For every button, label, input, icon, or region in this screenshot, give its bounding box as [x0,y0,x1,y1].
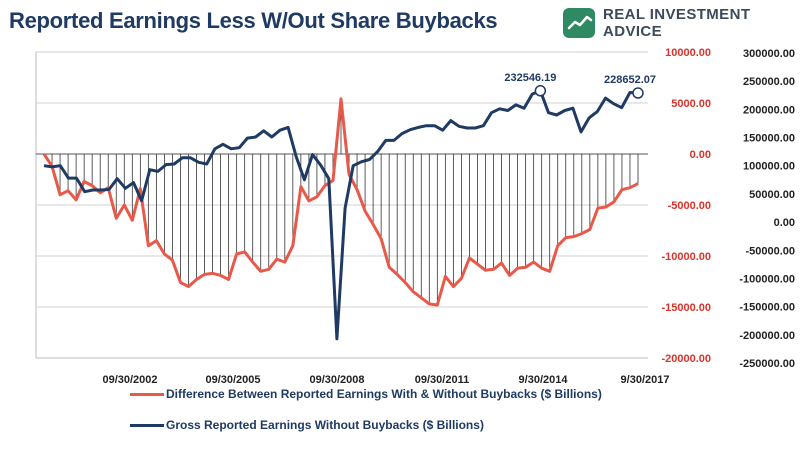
right-axis-tick-label: 50000.00 [749,189,795,201]
legend-label-gross: Gross Reported Earnings Without Buybacks… [166,418,484,432]
left-axis-tick-label: 10000.00 [665,47,711,59]
difference-series-line [42,97,639,307]
axis-ticks: 10000.00 5000.00 0.00 -5000.00 -10000.00 -150… [102,47,795,386]
right-axis-tick-label: -200000.00 [739,330,795,342]
right-axis-tick-label: 0.00 [774,217,795,229]
brand-name: REAL INVESTMENT ADVICE [602,6,751,40]
right-axis-tick-label: -150000.00 [739,302,795,314]
right-axis-tick-label: 250000.00 [743,76,795,88]
legend-swatch-gross [130,423,164,427]
x-axis-tick-label: 9/30/2014 [519,374,569,386]
left-axis-tick-label: 5000.00 [671,98,711,110]
annotation-label: 232546.19 [504,72,556,84]
right-axis-tick-label: 200000.00 [743,104,795,116]
x-axis-tick-label: 09/30/2005 [205,374,260,386]
left-axis-tick-label: -20000.00 [661,353,711,365]
legend-swatch-difference [130,392,164,396]
left-axis-tick-label: -5000.00 [668,200,711,212]
chart-line-icon [563,8,595,38]
right-axis-tick-label: 100000.00 [743,161,795,173]
annotation-label: 228652.07 [604,74,656,86]
left-axis-tick-label: -15000.00 [661,302,711,314]
annotation-marker [534,85,547,97]
x-axis-tick-label: 9/30/2017 [621,374,670,386]
left-axis-tick-label: 0.00 [690,149,711,161]
right-axis-tick-label: -100000.00 [739,273,795,285]
legend-label-difference: Difference Between Reported Earnings Wit… [166,387,602,401]
left-axis-tick-label: -10000.00 [661,251,711,263]
brand-logo: REAL INVESTMENT ADVICE [563,6,801,40]
chart-title: Reported Earnings Less W/Out Share Buyba… [9,8,498,33]
right-axis-tick-label: -50000.00 [745,245,795,257]
right-axis-tick-label: 300000.00 [743,48,795,60]
legend-item-difference: Difference Between Reported Earnings Wit… [130,387,602,401]
x-axis-tick-label: 09/30/2008 [309,374,364,386]
x-axis-tick-label: 09/30/2011 [415,374,469,386]
annotation-marker [632,87,644,99]
right-axis-tick-label: 150000.00 [743,133,795,145]
x-axis-tick-label: 09/30/2002 [102,374,157,386]
annotations: 232546.19 228652.07 [504,72,656,99]
difference-drop-lines [51,98,639,305]
legend-item-gross: Gross Reported Earnings Without Buybacks… [130,418,484,432]
right-axis-tick-label: -250000.00 [739,358,795,370]
